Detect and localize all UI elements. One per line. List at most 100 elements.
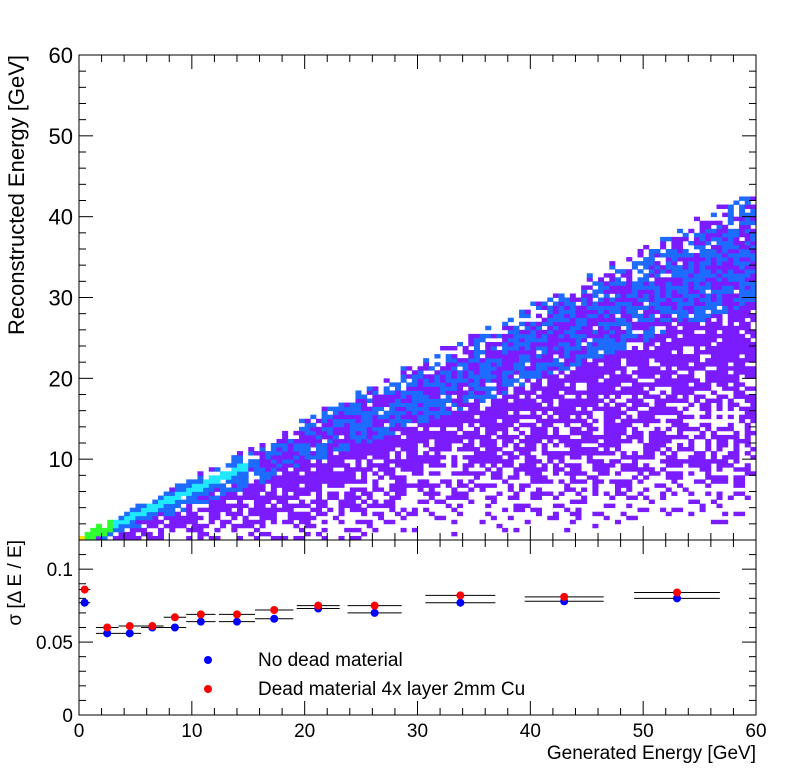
heatmap-cell <box>722 281 729 286</box>
heatmap-cell <box>423 394 430 399</box>
heatmap-cell <box>682 257 689 262</box>
heatmap-cell <box>344 479 351 484</box>
heatmap-cell <box>620 483 627 488</box>
heatmap-cell <box>552 515 559 521</box>
heatmap-cell <box>310 438 317 444</box>
heatmap-cell <box>203 531 210 537</box>
heatmap-cell <box>428 491 435 496</box>
heatmap-cell <box>468 499 475 505</box>
heatmap-cell <box>643 329 650 335</box>
heatmap-cell <box>530 495 537 500</box>
heatmap-cell <box>468 341 475 347</box>
heatmap-cell <box>479 455 486 460</box>
heatmap-cell <box>451 362 458 367</box>
heatmap-cell <box>507 475 514 480</box>
heatmap-cell <box>710 354 717 359</box>
heatmap-cell <box>321 463 328 468</box>
heatmap-cell <box>220 491 227 496</box>
heatmap-cell <box>727 321 734 327</box>
heatmap-cell <box>682 434 689 440</box>
heatmap-cell <box>677 459 684 464</box>
heatmap-cell <box>643 289 650 294</box>
heatmap-cell <box>744 244 751 250</box>
legend-marker-red <box>204 685 212 693</box>
heatmap-cell <box>603 354 610 359</box>
heatmap-cell <box>603 333 610 339</box>
heatmap-cell <box>197 479 204 484</box>
heatmap-cell <box>485 483 492 488</box>
heatmap-cell <box>716 253 723 258</box>
heatmap-cell <box>716 378 723 383</box>
heatmap-cell <box>699 341 706 347</box>
heatmap-cell <box>310 471 317 476</box>
heatmap-cell <box>378 406 385 412</box>
heatmap-cell <box>727 358 734 363</box>
heatmap-cell <box>135 511 142 517</box>
heatmap-cell <box>710 475 717 480</box>
heatmap-cell <box>631 406 638 412</box>
heatmap-cell <box>378 434 385 440</box>
heatmap-cell <box>378 438 385 444</box>
heatmap-y-tick-label: 40 <box>49 205 73 230</box>
heatmap-cell <box>490 333 497 339</box>
heatmap-cell <box>253 503 260 509</box>
heatmap-cell <box>654 394 661 399</box>
heatmap-cell <box>592 329 599 335</box>
heatmap-cell <box>699 257 706 262</box>
heatmap-cell <box>411 438 418 444</box>
heatmap-cell <box>519 507 526 513</box>
heatmap-cell <box>541 350 548 355</box>
heatmap-cell <box>586 325 593 331</box>
heatmap-cell <box>502 410 509 416</box>
heatmap-cell <box>400 426 407 432</box>
heatmap-cell <box>344 406 351 412</box>
heatmap-cell <box>146 535 153 541</box>
heatmap-cell <box>637 455 644 460</box>
heatmap-cell <box>496 414 503 420</box>
heatmap-cell <box>519 350 526 355</box>
heatmap-cell <box>722 394 729 399</box>
heatmap-cell <box>496 378 503 383</box>
heatmap-cell <box>513 402 520 408</box>
heatmap-cell <box>248 467 255 472</box>
heatmap-cell <box>750 301 757 306</box>
heatmap-cell <box>575 305 582 311</box>
heatmap-cell <box>671 394 678 399</box>
heatmap-cell <box>389 422 396 428</box>
heatmap-cell <box>231 467 238 472</box>
heatmap-cell <box>530 333 537 339</box>
heatmap-cell <box>564 487 571 492</box>
heatmap-cell <box>451 390 458 395</box>
heatmap-cell <box>434 447 441 452</box>
heatmap-cell <box>485 366 492 371</box>
heatmap-cell <box>468 366 475 371</box>
heatmap-cell <box>744 249 751 254</box>
heatmap-cell <box>586 354 593 359</box>
heatmap-cell <box>739 244 746 250</box>
heatmap-cell <box>592 406 599 412</box>
heatmap-cell <box>716 321 723 327</box>
heatmap-cell <box>524 354 531 359</box>
heatmap-cell <box>293 503 300 509</box>
heatmap-cell <box>180 487 187 492</box>
heatmap-cell <box>208 487 215 492</box>
heatmap-cell <box>440 378 447 383</box>
heatmap-cell <box>744 216 751 222</box>
heatmap-cell <box>203 479 210 484</box>
heatmap-cell <box>660 305 667 311</box>
heatmap-cell <box>626 414 633 420</box>
heatmap-cell <box>671 398 678 403</box>
heatmap-cell <box>462 443 469 448</box>
heatmap-cell <box>688 281 695 286</box>
heatmap-cell <box>609 289 616 294</box>
heatmap-cell <box>710 459 717 464</box>
heatmap-cell <box>157 535 165 541</box>
heatmap-cell <box>451 358 458 363</box>
heatmap-cell <box>490 463 497 468</box>
heatmap-cell <box>598 289 605 294</box>
heatmap-cell <box>716 346 723 351</box>
heatmap-cell <box>378 515 385 521</box>
heatmap-cell <box>705 297 712 302</box>
heatmap-cell <box>265 511 272 517</box>
heatmap-cell <box>592 438 599 444</box>
